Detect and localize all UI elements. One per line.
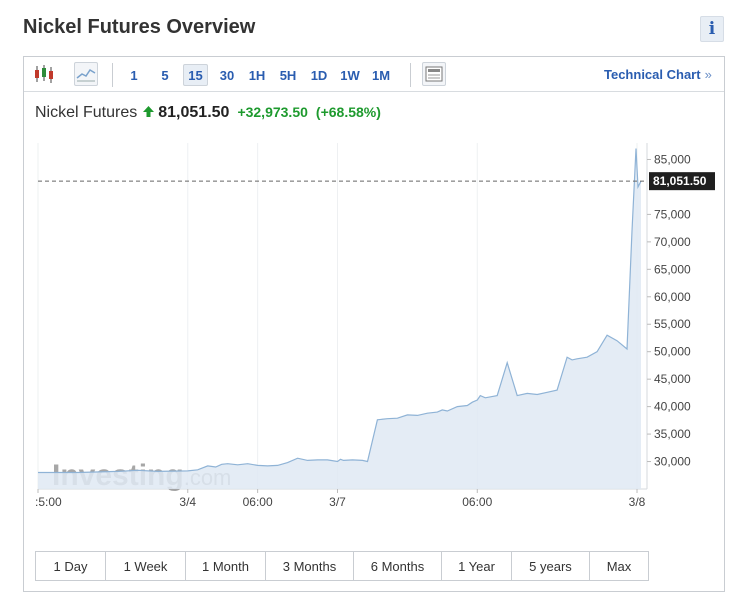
page-title: Nickel Futures Overview — [23, 16, 256, 38]
y-tick-label: 75,000 — [654, 207, 691, 221]
price-line — [38, 148, 642, 474]
price-chart[interactable]: Investing.com30,00035,00040,00045,00050,… — [24, 57, 724, 547]
range-3-months[interactable]: 3 Months — [266, 552, 354, 580]
toolbar-divider — [112, 63, 113, 87]
toolbar-divider — [410, 63, 411, 87]
price-area — [38, 148, 641, 489]
y-tick-label: 40,000 — [654, 400, 691, 414]
x-tick-label: 3/4 — [179, 495, 196, 509]
x-tick-label: :5:00 — [35, 495, 62, 509]
chevron-right-icon: » — [704, 67, 712, 82]
y-tick-label: 85,000 — [654, 152, 691, 166]
range-selector: 1 Day 1 Week 1 Month 3 Months 6 Months 1… — [35, 551, 649, 581]
range-6-months[interactable]: 6 Months — [354, 552, 442, 580]
news-icon[interactable] — [422, 62, 446, 86]
timeframe-30[interactable]: 30 — [219, 67, 235, 83]
chart-toolbar: 1 5 15 30 1H 5H 1D 1W 1M Technical Chart… — [24, 57, 724, 92]
y-tick-label: 65,000 — [654, 262, 691, 276]
range-1-day[interactable]: 1 Day — [36, 552, 106, 580]
timeframe-1h[interactable]: 1H — [248, 67, 266, 83]
x-tick-label: 3/7 — [329, 495, 346, 509]
timeframe-1w[interactable]: 1W — [340, 67, 360, 83]
timeframe-15[interactable]: 15 — [183, 64, 208, 86]
last-price-tag-label: 81,051.50 — [653, 174, 707, 188]
y-tick-label: 60,000 — [654, 290, 691, 304]
technical-chart-link[interactable]: Technical Chart» — [604, 67, 712, 82]
x-tick-label: 06:00 — [462, 495, 492, 509]
x-tick-label: 3/8 — [629, 495, 646, 509]
chart-panel: 1 5 15 30 1H 5H 1D 1W 1M Technical Chart… — [23, 56, 725, 592]
range-5-years[interactable]: 5 years — [512, 552, 590, 580]
timeframe-5h[interactable]: 5H — [279, 67, 297, 83]
last-price: 81,051.50 — [158, 104, 230, 121]
y-tick-label: 55,000 — [654, 317, 691, 331]
x-tick-label: 06:00 — [243, 495, 273, 509]
price-change: +32,973.50 — [237, 104, 308, 120]
timeframe-1[interactable]: 1 — [130, 67, 138, 83]
arrow-up-icon — [143, 106, 155, 120]
range-max[interactable]: Max — [590, 552, 648, 580]
price-change-percent: (+68.58%) — [315, 104, 381, 120]
timeframe-1d[interactable]: 1D — [310, 67, 328, 83]
technical-chart-label: Technical Chart — [604, 67, 701, 82]
timeframe-1m[interactable]: 1M — [371, 67, 391, 83]
quote-line: Nickel Futures 81,051.50 +32,973.50 (+68… — [35, 104, 381, 122]
info-button[interactable]: i — [700, 16, 724, 42]
y-tick-label: 70,000 — [654, 235, 691, 249]
y-tick-label: 35,000 — [654, 427, 691, 441]
last-price-tag — [649, 172, 715, 191]
y-tick-label: 50,000 — [654, 345, 691, 359]
area-chart-icon[interactable] — [74, 62, 98, 86]
y-tick-label: 45,000 — [654, 372, 691, 386]
range-1-year[interactable]: 1 Year — [442, 552, 512, 580]
y-tick-label: 30,000 — [654, 455, 691, 469]
range-1-week[interactable]: 1 Week — [106, 552, 186, 580]
timeframe-5[interactable]: 5 — [161, 67, 169, 83]
range-1-month[interactable]: 1 Month — [186, 552, 266, 580]
candlestick-icon[interactable] — [32, 62, 56, 86]
instrument-name: Nickel Futures — [35, 104, 138, 121]
